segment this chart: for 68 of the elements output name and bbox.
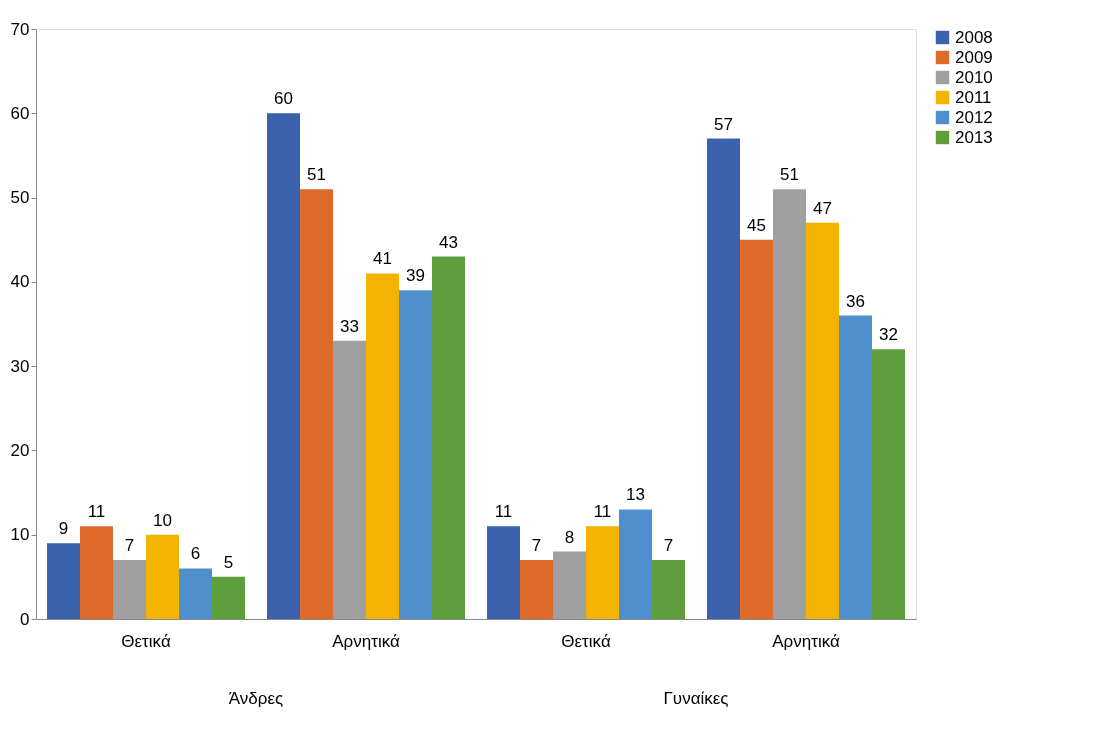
bar [740, 239, 773, 619]
data-label: 7 [663, 536, 674, 555]
y-tick-label: 30 [10, 356, 30, 376]
bar [806, 222, 839, 619]
data-label: 7 [124, 536, 135, 555]
data-label: 5 [223, 552, 234, 572]
y-tick-label: 20 [10, 440, 30, 460]
bar [47, 543, 80, 619]
data-label: 36 [846, 291, 865, 311]
data-label: 39 [406, 266, 425, 286]
x-tick-label: Αρνητικά [772, 631, 840, 651]
data-label: 45 [747, 215, 766, 235]
data-label: 6 [190, 544, 201, 564]
data-label: 10 [153, 510, 172, 530]
bar [619, 509, 652, 619]
legend-label: 2010 [955, 67, 993, 87]
y-tick-label: 0 [20, 609, 30, 629]
data-label: 11 [593, 502, 612, 522]
bar [520, 560, 553, 619]
data-label: 43 [439, 232, 458, 252]
bar [553, 551, 586, 619]
legend-label: 2008 [955, 27, 993, 47]
legend-label: 2009 [955, 47, 993, 67]
y-tick-label: 60 [10, 103, 30, 123]
bar [366, 273, 399, 619]
bar [300, 189, 333, 619]
legend-label: 2013 [955, 127, 993, 147]
y-tick-label: 50 [10, 188, 30, 208]
x-tick-label: Θετικά [121, 631, 171, 651]
legend-label: 2011 [955, 87, 992, 107]
bar [267, 113, 300, 619]
bar [707, 138, 740, 619]
bar [652, 560, 685, 619]
data-label: 41 [373, 249, 392, 269]
data-label: 51 [780, 165, 799, 185]
text: Άνδρες [228, 689, 284, 708]
x-tick-label: Αρνητικά [332, 631, 400, 651]
bar [839, 315, 872, 619]
y-tick-label: 70 [10, 19, 30, 39]
data-label: 32 [879, 325, 898, 345]
bar [399, 290, 432, 619]
data-label: 51 [307, 165, 326, 185]
x-tick-label: Θετικά [561, 631, 611, 651]
y-tick-label: 10 [10, 525, 30, 545]
bar [146, 534, 179, 619]
bar [179, 568, 212, 619]
data-label: 13 [626, 485, 645, 505]
bar [333, 340, 366, 619]
data-label: 47 [813, 198, 832, 218]
data-label: 33 [340, 316, 359, 336]
bar [212, 576, 245, 619]
bar [586, 526, 619, 619]
data-label: 9 [58, 519, 69, 539]
y-tick-label: 40 [10, 272, 30, 292]
data-label: 11 [87, 502, 106, 522]
bar [80, 526, 113, 619]
bar [773, 189, 806, 619]
data-label: 11 [494, 502, 513, 522]
bar [113, 560, 146, 619]
bar [487, 526, 520, 619]
data-label: 60 [274, 89, 293, 109]
data-label: 57 [714, 114, 733, 134]
data-label: 7 [531, 536, 542, 555]
data-label: 8 [564, 527, 575, 547]
bar [872, 349, 905, 619]
legend-label: 2012 [955, 107, 993, 127]
bar [432, 256, 465, 619]
text: Γυναίκες [663, 689, 729, 708]
